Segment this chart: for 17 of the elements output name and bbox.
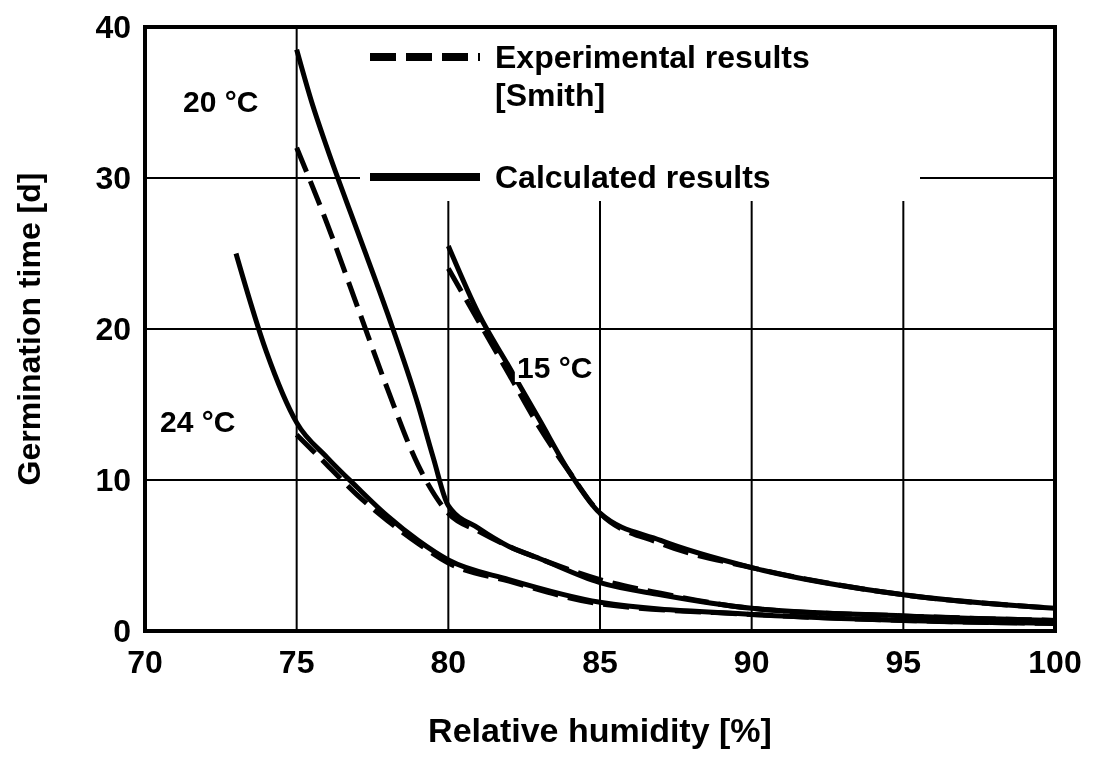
y-tick-label: 20 xyxy=(95,311,131,347)
annotation: 15 °C xyxy=(517,351,593,384)
legend-label: Calculated results xyxy=(495,159,771,195)
annotation: 20 °C xyxy=(183,85,259,118)
x-tick-label: 80 xyxy=(430,644,467,680)
y-tick-label: 40 xyxy=(95,9,131,45)
x-tick-label: 75 xyxy=(278,644,315,680)
x-tick-label: 85 xyxy=(582,644,618,680)
y-tick-label: 10 xyxy=(95,462,131,498)
y-axis-title: Germination time [d] xyxy=(11,172,47,486)
annotation: 24 °C xyxy=(160,405,236,438)
x-tick-label: 100 xyxy=(1028,644,1082,680)
legend-label: Experimental results [Smith] xyxy=(495,39,810,113)
x-tick-label: 95 xyxy=(885,644,922,680)
x-axis-title: Relative humidity [%] xyxy=(428,711,772,749)
x-tick-label: 90 xyxy=(733,644,770,680)
y-tick-label: 30 xyxy=(95,160,131,196)
